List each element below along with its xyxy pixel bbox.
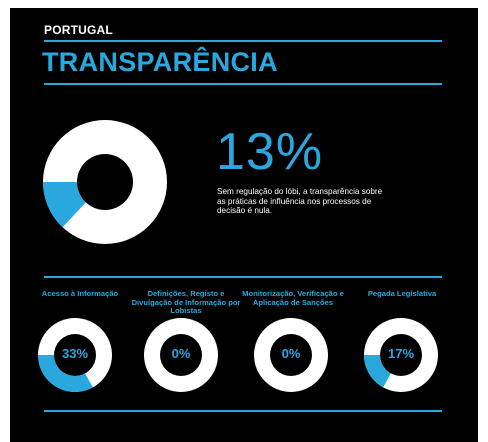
- infographic-panel: PORTUGAL TRANSPARÊNCIA 13% Sem regulação…: [10, 8, 478, 442]
- main-donut-segment: [43, 182, 86, 228]
- main-donut-chart: [43, 120, 167, 244]
- donut-chart-footprint: [364, 318, 438, 392]
- main-percentage: 13%: [216, 123, 324, 181]
- value-label-footprint: 17%: [387, 346, 415, 361]
- page-title: TRANSPARÊNCIA: [42, 47, 278, 77]
- donut-access-segment: [38, 355, 93, 392]
- donut-chart-definitions: [144, 318, 218, 392]
- section-rule: [44, 276, 442, 278]
- value-label-definitions: 0%: [171, 346, 191, 361]
- donut-chart-monitoring: [254, 318, 328, 392]
- value-label-access: 33%: [61, 346, 89, 361]
- donut-monitoring-hole: [270, 334, 312, 376]
- category-label-access: Acesso à Informação: [41, 289, 119, 298]
- summary-description: Sem regulação do lóbi, a transparência s…: [217, 187, 383, 216]
- donut-access-hole: [54, 334, 96, 376]
- donut-definitions-hole: [160, 334, 202, 376]
- value-label-monitoring: 0%: [281, 346, 301, 361]
- donut-chart-access: [38, 318, 112, 392]
- footer-rule: [44, 410, 442, 412]
- donut-footprint-segment: [364, 355, 391, 388]
- category-label-monitoring: Monitorização, Verificação e Aplicação d…: [242, 289, 344, 307]
- country-label: PORTUGAL: [44, 23, 113, 37]
- category-label-footprint: Pegada Legislativa: [367, 289, 437, 298]
- donut-footprint-hole: [380, 334, 422, 376]
- header-bottom-rule: [44, 83, 442, 85]
- category-label-definitions: Definições, Registo e Divulgação de Info…: [131, 289, 241, 316]
- header-top-rule: [44, 40, 442, 42]
- main-donut-hole: [77, 154, 133, 210]
